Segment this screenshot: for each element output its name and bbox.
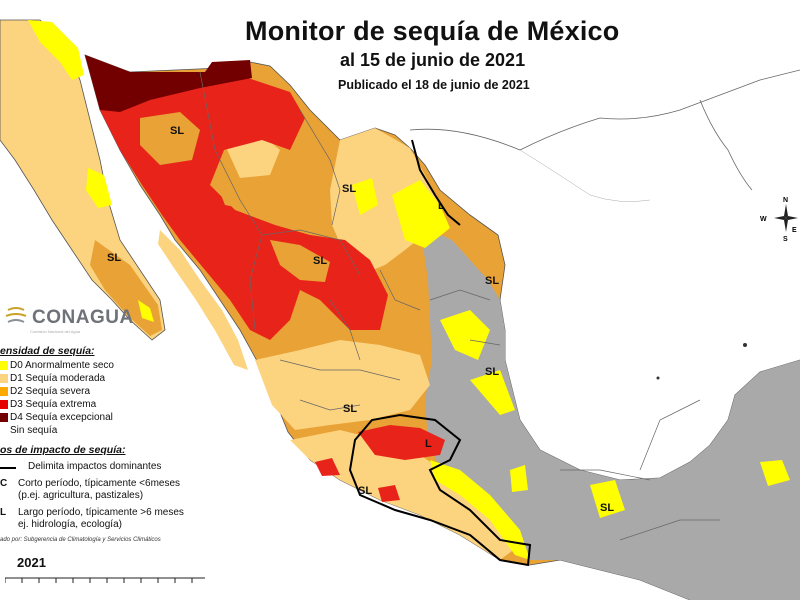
legend-item: D1 Sequía moderada: [0, 372, 230, 385]
d2-sonora-island: [140, 112, 200, 165]
map-label-sl: SL: [485, 366, 500, 378]
impact-text: Corto período, típicamente <6meses: [18, 478, 181, 489]
impact-line-swatch: [0, 467, 16, 469]
legend-swatch-d4: [0, 413, 8, 422]
map-label-sl: SL: [107, 252, 122, 264]
impact-line-northeast: [411, 139, 461, 226]
d3-michoacan: [358, 425, 445, 460]
legend-label: D2 Sequía severa: [10, 386, 91, 397]
map-label-sl: SL: [313, 255, 328, 267]
d0-huasteca: [440, 310, 490, 360]
map-label-sl: SL: [358, 485, 373, 497]
d2-chihuahua-island: [215, 178, 262, 210]
d3-oaxaca-spot: [378, 485, 400, 502]
impact-text: Largo período, típicamente >6 meses: [18, 507, 184, 518]
island-dot: [656, 376, 660, 380]
legend-item: D3 Sequía extrema: [0, 398, 230, 411]
d2-durango-island: [270, 240, 330, 282]
year-label: 2021: [17, 555, 46, 570]
legend-intensity-title: ensidad de sequía:: [0, 345, 95, 357]
legend: ensidad de sequía: D0 Anormalmente seco …: [0, 345, 230, 543]
map-label-sl: SL: [343, 403, 358, 415]
impact-text-detail: ej. hidrología, ecología): [18, 519, 122, 530]
legend-label: Sin sequía: [10, 425, 58, 436]
compass-e: E: [792, 227, 797, 234]
map-label-l: L: [425, 438, 432, 450]
publication-date: Publicado el 18 de junio de 2021: [338, 78, 530, 92]
conagua-logo-text: CONAGUA: [32, 307, 134, 328]
d0-belize: [760, 460, 790, 486]
baja-d0-tip: [138, 300, 154, 322]
map-label-l: L: [438, 200, 445, 212]
map-label-sl: SL: [600, 502, 615, 514]
legend-swatch-d2: [0, 387, 8, 396]
legend-label: D0 Anormalmente seco: [10, 360, 114, 371]
impact-text: Delimita impactos dominantes: [28, 461, 162, 472]
d0-south-strip: [430, 460, 530, 560]
compass-s: S: [783, 236, 788, 242]
impact-letter: L: [0, 507, 7, 518]
central-america: [690, 400, 800, 600]
legend-item: D0 Anormalmente seco: [0, 359, 230, 372]
legend-label: D1 Sequía moderada: [10, 373, 106, 384]
legend-swatch-d3: [0, 400, 8, 409]
d1-center: [255, 340, 430, 430]
legend-swatch-d1: [0, 374, 8, 383]
impact-letter: C: [0, 478, 8, 489]
compass-n: N: [783, 197, 788, 204]
state-boundaries: [199, 71, 720, 541]
d4-sonora: [85, 55, 252, 112]
d0-veracruz: [470, 370, 515, 415]
map-label-sl: SL: [170, 125, 185, 137]
legend-label: D3 Sequía extrema: [10, 399, 97, 410]
usa-coast-detail: [519, 149, 651, 202]
baja-d0-center: [86, 168, 112, 208]
d1-south: [290, 430, 520, 560]
d1-west-coast: [158, 230, 248, 370]
legend-label: D4 Sequía excepcional: [10, 412, 113, 423]
d0-chiapas: [510, 465, 528, 492]
map-label-sl: SL: [485, 275, 500, 287]
legend-impact-item: Delimita impactos dominantes: [0, 461, 230, 473]
conagua-logo: CONAGUA: [4, 304, 134, 332]
legend-impact-item: L Largo período, típicamente >6 meses ej…: [0, 507, 230, 531]
legend-impact-title: os de impacto de sequía:: [0, 444, 126, 456]
island-dot: [743, 343, 747, 347]
d0-tamaulipas: [392, 180, 450, 248]
map-label-sl: SL: [342, 183, 357, 195]
legend-swatch-none: [0, 426, 8, 435]
baja-d0-north: [28, 20, 84, 80]
legend-credit: ado por: Subgerencia de Climatología y S…: [0, 537, 161, 543]
legend-impact-item: C Corto período, típicamente <6meses (p.…: [0, 478, 230, 502]
legend-swatch-d0: [0, 361, 8, 370]
compass-rose-icon: N W E S: [760, 197, 798, 242]
florida-outline: [699, 99, 753, 191]
timeline-bar: [5, 577, 205, 583]
d3-coast-spot: [315, 458, 340, 476]
map-subtitle: al 15 de junio de 2021: [340, 50, 526, 70]
legend-item: D4 Sequía excepcional: [0, 411, 230, 424]
impact-text-detail: (p.ej. agricultura, pastizales): [18, 490, 144, 501]
d0-nl-coahuila: [352, 178, 378, 215]
d0-yucatan: [590, 480, 625, 518]
legend-item: Sin sequía: [0, 424, 230, 437]
legend-item: D2 Sequía severa: [0, 385, 230, 398]
map-title: Monitor de sequía de México: [245, 16, 620, 46]
conagua-logo-icon: [5, 307, 27, 323]
baja-california: [0, 19, 166, 341]
conagua-tagline: Comisión Nacional del Agua: [30, 329, 81, 334]
usa-gulf-coast: [409, 69, 800, 151]
compass-w: W: [760, 216, 767, 223]
impact-line-south: [348, 413, 532, 567]
